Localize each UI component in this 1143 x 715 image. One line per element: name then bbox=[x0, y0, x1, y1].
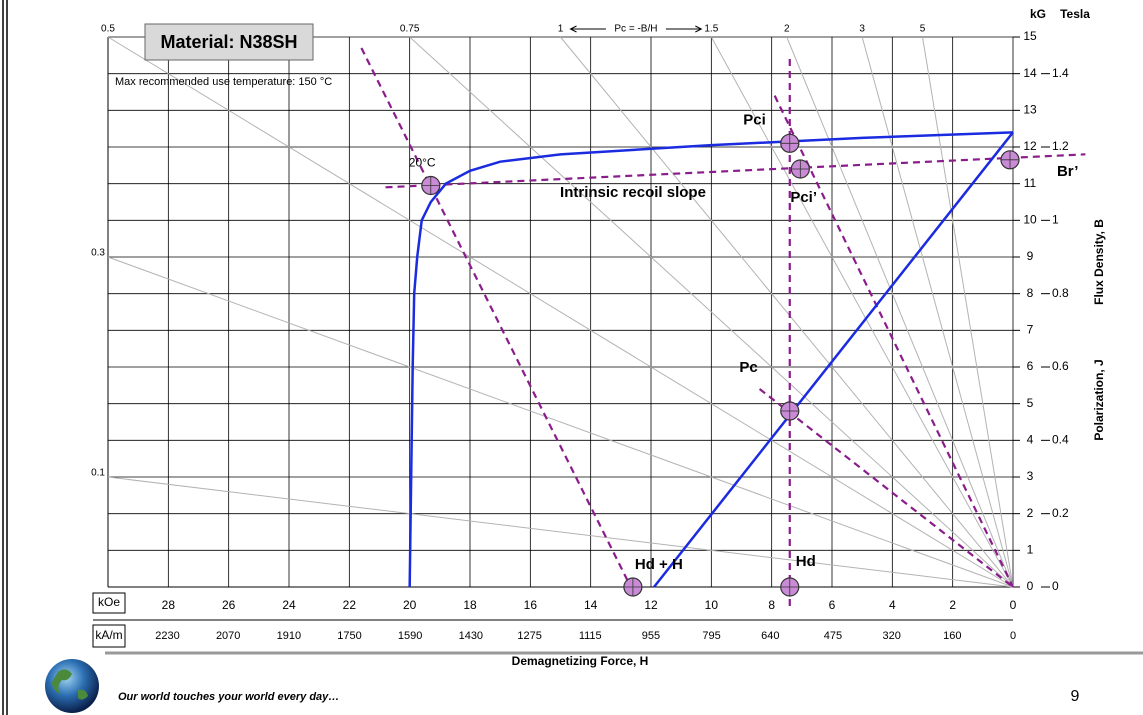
y-tick-label: 11 bbox=[1024, 176, 1037, 190]
x2-tick-label: 1590 bbox=[398, 630, 422, 642]
subtitle: Max recommended use temperature: 150 °C bbox=[115, 76, 332, 88]
y-tick-label: 6 bbox=[1027, 359, 1034, 373]
y2-unit: Tesla bbox=[1060, 7, 1090, 21]
x-tick-label: 20 bbox=[403, 598, 417, 612]
point-label: Br’ bbox=[1057, 163, 1078, 180]
x2-tick-label: 1910 bbox=[277, 630, 301, 642]
y2-tick-label: 1.2 bbox=[1052, 139, 1069, 153]
x-tick-label: 0 bbox=[1010, 598, 1017, 612]
point-label: Pci’ bbox=[790, 189, 817, 206]
x2-tick-label: 1750 bbox=[337, 630, 361, 642]
point-label: Pc bbox=[739, 359, 757, 376]
point-label: Pci bbox=[743, 111, 766, 128]
x2-tick-label: 160 bbox=[943, 630, 961, 642]
x2-tick-label: 2230 bbox=[155, 630, 179, 642]
x-tick-label: 18 bbox=[463, 598, 477, 612]
y2-tick-label: 0 bbox=[1052, 579, 1059, 593]
footer-text: Our world touches your world every day… bbox=[118, 691, 339, 703]
x-tick-label: 12 bbox=[644, 598, 658, 612]
x2-tick-label: 795 bbox=[702, 630, 720, 642]
point-label: Hd + H bbox=[635, 556, 683, 573]
y2-tick-label: 0.6 bbox=[1052, 359, 1069, 373]
y2-tick-label: 1 bbox=[1052, 213, 1059, 227]
y-tick-label: 1 bbox=[1027, 543, 1034, 557]
y2-tick-label: 0.8 bbox=[1052, 286, 1069, 300]
y-label: Flux Density, B bbox=[1092, 219, 1106, 305]
x2-tick-label: 0 bbox=[1010, 630, 1016, 642]
y-tick-label: 3 bbox=[1027, 469, 1034, 483]
x-unit: kOe bbox=[98, 595, 120, 609]
y-tick-label: 15 bbox=[1023, 29, 1037, 43]
y-tick-label: 4 bbox=[1027, 433, 1034, 447]
load-line-label: 0.5 bbox=[101, 24, 115, 35]
x2-tick-label: 1115 bbox=[579, 630, 602, 642]
y2-tick-label: 1.4 bbox=[1052, 66, 1069, 80]
x-tick-label: 28 bbox=[162, 598, 176, 612]
x2-tick-label: 475 bbox=[824, 630, 842, 642]
x-tick-label: 14 bbox=[584, 598, 598, 612]
x-tick-label: 10 bbox=[705, 598, 719, 612]
load-line bbox=[862, 37, 1013, 587]
arrow bbox=[666, 26, 701, 32]
page-number: 9 bbox=[1071, 688, 1080, 705]
reference-line bbox=[386, 154, 1086, 187]
load-line-caption: Pc = -B/H bbox=[614, 24, 657, 35]
x2-tick-label: 1430 bbox=[459, 630, 483, 642]
x-tick-label: 16 bbox=[524, 598, 538, 612]
load-line-label: 5 bbox=[920, 24, 926, 35]
x-tick-label: 8 bbox=[768, 598, 775, 612]
x-tick-label: 24 bbox=[282, 598, 296, 612]
y-unit: kG bbox=[1030, 7, 1046, 21]
x-tick-label: 2 bbox=[949, 598, 956, 612]
y2-label: Polarization, J bbox=[1092, 359, 1106, 440]
x2-tick-label: 1275 bbox=[517, 630, 541, 642]
y-tick-label: 13 bbox=[1023, 103, 1037, 117]
y2-tick-label: 0.2 bbox=[1052, 506, 1069, 520]
x-label: Demagnetizing Force, H bbox=[512, 654, 649, 668]
x2-tick-label: 640 bbox=[761, 630, 779, 642]
load-line-label: 2 bbox=[784, 24, 790, 35]
load-line-label: 1 bbox=[558, 24, 564, 35]
load-line-label: 0.75 bbox=[400, 24, 420, 35]
load-line-label: 1.5 bbox=[704, 24, 718, 35]
reference-line bbox=[361, 48, 629, 585]
y-tick-label: 7 bbox=[1027, 323, 1034, 337]
x-tick-label: 4 bbox=[889, 598, 896, 612]
chart-title: Material: N38SH bbox=[160, 32, 297, 52]
y-tick-label: 14 bbox=[1023, 66, 1037, 80]
load-line-label: 0.1 bbox=[91, 468, 105, 479]
load-line bbox=[108, 477, 1013, 587]
point-label: Hd bbox=[796, 553, 816, 570]
arrow bbox=[571, 26, 606, 32]
y-tick-label: 8 bbox=[1027, 286, 1034, 300]
y-tick-label: 9 bbox=[1027, 249, 1034, 263]
y2-tick-label: 0.4 bbox=[1052, 433, 1069, 447]
y-tick-label: 5 bbox=[1027, 396, 1034, 410]
load-line-label: 0.3 bbox=[91, 248, 105, 259]
x-tick-label: 22 bbox=[343, 598, 357, 612]
y-tick-label: 2 bbox=[1027, 506, 1034, 520]
curve bbox=[654, 132, 1013, 587]
point-label: 20°C bbox=[409, 156, 436, 170]
slide: 0123456789101112131415282624222018161412… bbox=[0, 0, 1143, 715]
y-tick-label: 12 bbox=[1023, 139, 1037, 153]
x2-unit: kA/m bbox=[95, 628, 122, 642]
x2-tick-label: 2070 bbox=[216, 630, 240, 642]
load-line-label: 3 bbox=[859, 24, 865, 35]
x-tick-label: 6 bbox=[829, 598, 836, 612]
x-tick-label: 26 bbox=[222, 598, 236, 612]
annotation: Intrinsic recoil slope bbox=[560, 184, 706, 201]
x2-tick-label: 320 bbox=[882, 630, 900, 642]
load-line bbox=[787, 37, 1013, 587]
y-tick-label: 10 bbox=[1023, 213, 1037, 227]
y-tick-label: 0 bbox=[1027, 579, 1034, 593]
load-line bbox=[108, 37, 1013, 587]
x2-tick-label: 955 bbox=[642, 630, 660, 642]
